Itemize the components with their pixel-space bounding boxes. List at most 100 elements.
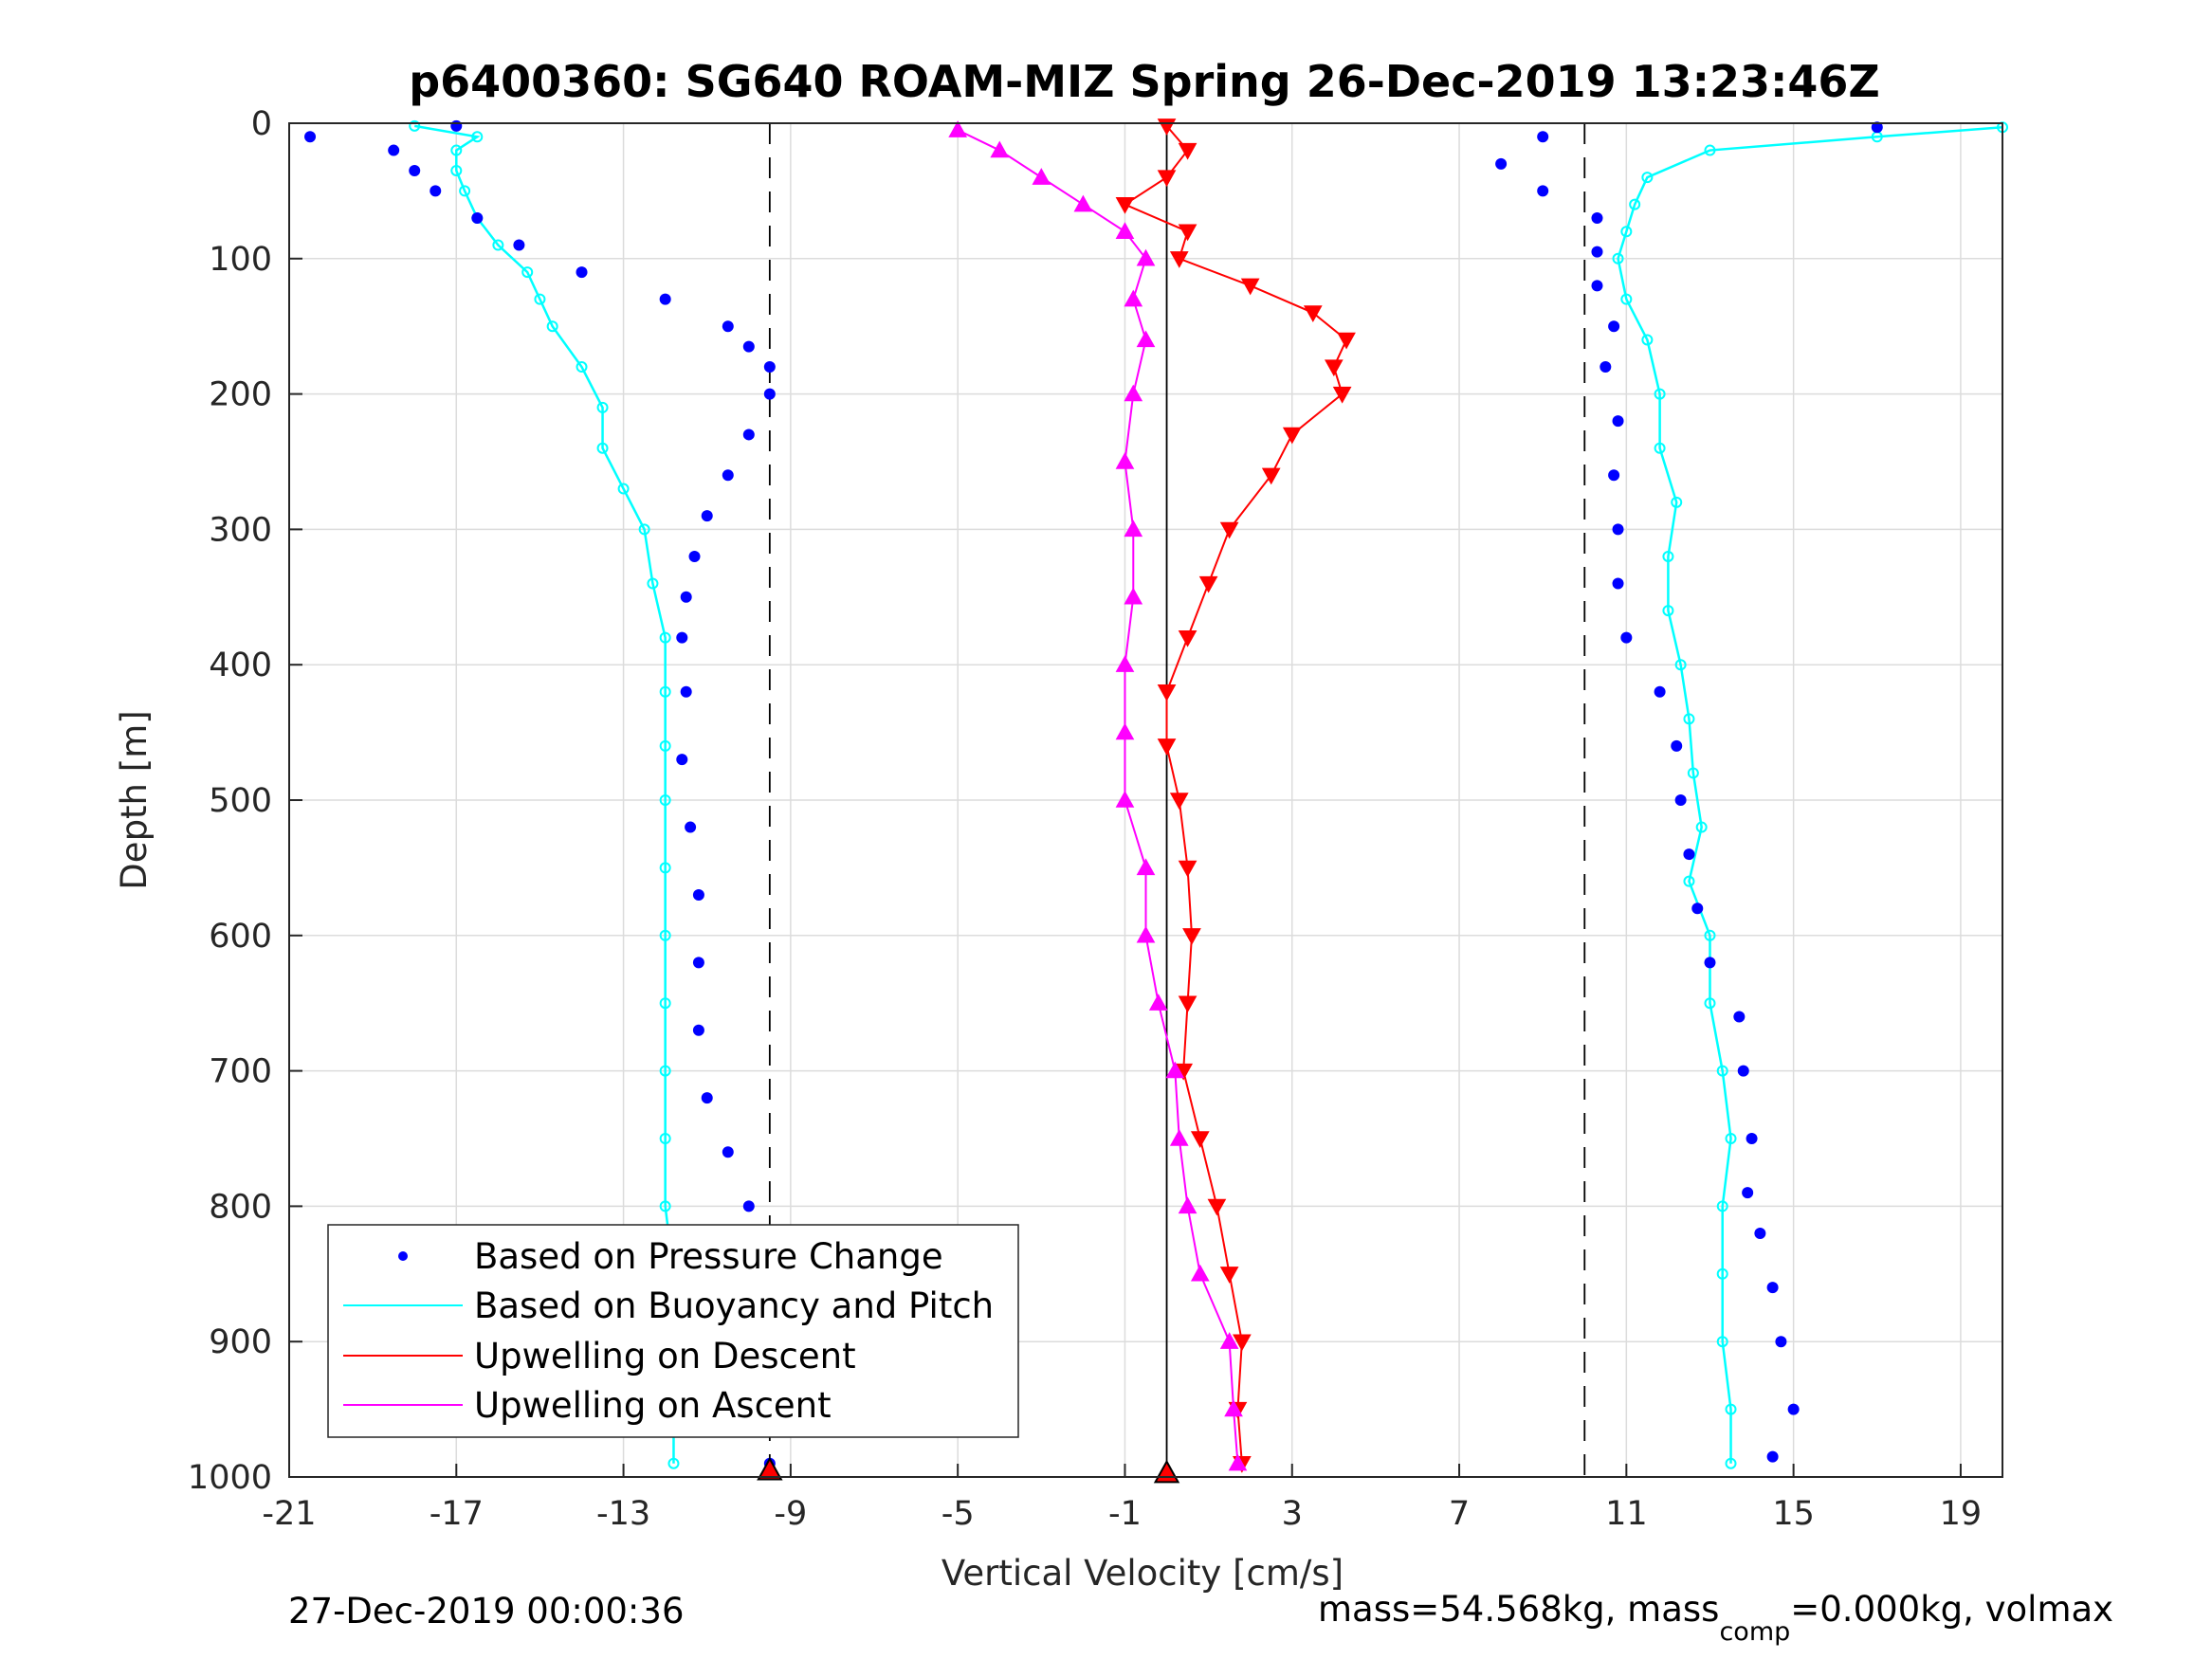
buoyancy-pitch-point [1671, 496, 1683, 508]
footer-mass-prefix: mass=54.568kg, mass [1318, 1589, 1719, 1630]
upwelling-ascent-point [1219, 1332, 1239, 1349]
upwelling-descent-point [1282, 427, 1302, 445]
y-tick-label: 600 [209, 918, 272, 956]
upwelling-ascent-point [1148, 994, 1168, 1011]
x-axis-label: Vertical Velocity [cm/s] [941, 1553, 1344, 1594]
y-tick-label: 200 [209, 376, 272, 414]
legend-label-upwelling-descent: Upwelling on Descent [474, 1336, 856, 1376]
legend: Based on Pressure Change Based on Buoyan… [327, 1224, 1019, 1438]
pressure-change-point [1691, 902, 1704, 915]
buoyancy-pitch-point [638, 523, 650, 536]
pressure-change-point [685, 821, 697, 833]
pressure-change-point [471, 211, 484, 224]
pressure-change-point [742, 428, 755, 441]
upwelling-descent-point [1178, 224, 1197, 242]
pressure-change-point [763, 388, 776, 400]
buoyancy-pitch-point [1641, 334, 1654, 346]
buoyancy-pitch-point [1687, 767, 1699, 779]
chart-title: p6400360: SG640 ROAM-MIZ Spring 26-Dec-2… [409, 56, 1880, 107]
buoyancy-pitch-point [617, 483, 630, 495]
upwelling-ascent-point [1165, 1061, 1185, 1079]
buoyancy-pitch-point [596, 401, 609, 413]
buoyancy-pitch-point [1704, 997, 1716, 1010]
x-tick-label: 15 [1772, 1495, 1815, 1533]
buoyancy-pitch-point [1695, 821, 1708, 833]
x-tick-label: -21 [262, 1495, 316, 1533]
buoyancy-pitch-point [576, 361, 588, 374]
buoyancy-pitch-point [659, 997, 671, 1010]
pressure-change-point [680, 591, 692, 603]
pressure-change-point [1591, 246, 1603, 258]
upwelling-ascent-point [1169, 1128, 1189, 1146]
upwelling-ascent-point [948, 120, 968, 137]
upwelling-descent-point [1198, 575, 1218, 593]
pressure-change-point [701, 510, 713, 522]
buoyancy-pitch-point [1725, 1403, 1737, 1415]
upwelling-descent-point [1337, 332, 1356, 350]
buoyancy-pitch-point [1674, 659, 1687, 671]
buoyancy-pitch-point [1629, 198, 1641, 210]
buoyancy-pitch-point [659, 631, 671, 644]
buoyancy-pitch-point [659, 1065, 671, 1077]
footer-timestamp: 27-Dec-2019 00:00:36 [288, 1591, 684, 1632]
upwelling-descent-point [1207, 1198, 1227, 1216]
upwelling-descent-point [1324, 359, 1344, 377]
upwelling-descent-point [1303, 305, 1323, 322]
upwelling-descent-point [1169, 251, 1189, 268]
buoyancy-pitch-point [647, 577, 659, 590]
x-tick-label: -1 [1108, 1495, 1142, 1533]
buoyancy-pitch-point [450, 144, 463, 156]
axes-box [288, 122, 2003, 1478]
legend-label-upwelling-ascent: Upwelling on Ascent [474, 1385, 832, 1426]
upwelling-descent-point [1178, 629, 1197, 647]
pressure-change-point [1704, 957, 1716, 969]
upwelling-ascent-point [1115, 222, 1135, 239]
upwelling-ascent-point [1136, 330, 1156, 348]
upwelling-ascent-point [1136, 248, 1156, 266]
y-tick-label: 700 [209, 1053, 272, 1091]
legend-box [327, 1224, 1019, 1438]
pressure-change-point [1654, 685, 1666, 698]
buoyancy-pitch-point [1662, 605, 1674, 617]
pressure-change-point [1766, 1282, 1779, 1294]
buoyancy-pitch-point [659, 1133, 671, 1144]
x-tick-label: -13 [596, 1495, 650, 1533]
pressure-change-point [692, 888, 704, 901]
pressure-change-point [1591, 211, 1603, 224]
pressure-change-point [1737, 1065, 1749, 1077]
x-tick-label: 3 [1282, 1495, 1303, 1533]
pressure-change-point [742, 340, 755, 353]
y-tick-labels: 0 100 200 300 400 500 600 700 800 900 1000 [188, 105, 272, 1497]
pressure-change-point [1591, 280, 1603, 292]
upwelling-descent-point [1157, 738, 1177, 756]
buoyancy-pitch-point [659, 862, 671, 874]
pressure-change-point [388, 144, 400, 156]
buoyancy-pitch-point [596, 442, 609, 454]
upwelling-descent-point [1219, 1267, 1239, 1284]
upwelling-ascent-point [1136, 925, 1156, 943]
pressure-change-point [701, 1092, 713, 1104]
upwelling-ascent-point [1136, 858, 1156, 876]
pressure-change-point [1537, 185, 1549, 197]
pressure-change-point [1620, 631, 1633, 644]
pressure-change-point [1612, 577, 1624, 590]
pressure-change-point [676, 631, 688, 644]
buoyancy-pitch-point [1716, 1200, 1728, 1212]
pressure-change-point [676, 754, 688, 766]
y-tick-label: 500 [209, 782, 272, 820]
buoyancy-pitch-point [492, 239, 504, 251]
upwelling-descent-point [1178, 995, 1197, 1013]
upwelling-ascent-point [1115, 655, 1135, 672]
buoyancy-pitch-point [1725, 1457, 1737, 1469]
x-tick-label: -5 [941, 1495, 975, 1533]
y-tick-label: 800 [209, 1188, 272, 1226]
upwelling-ascent-point [1124, 289, 1143, 307]
buoyancy-pitch-point [1662, 550, 1674, 562]
x-tick-label: -17 [430, 1495, 484, 1533]
pressure-change-point [1608, 469, 1620, 482]
buoyancy-pitch-point [659, 794, 671, 806]
buoyancy-pitch-point [1683, 713, 1695, 725]
footer-mass-info: mass=54.568kg, masscomp=0.000kg, volmax [1318, 1589, 2113, 1647]
x-tick-labels: -21 -17 -13 -9 -5 -1 3 7 11 15 19 [262, 1495, 1982, 1533]
y-tick-label: 300 [209, 511, 272, 549]
